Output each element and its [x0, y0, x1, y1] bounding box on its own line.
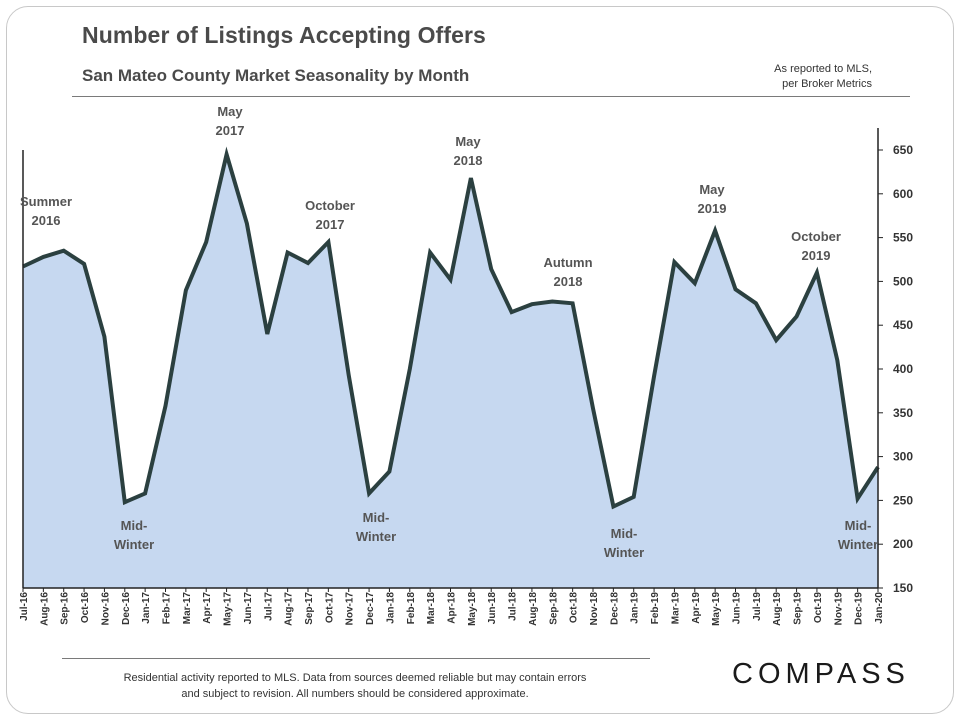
x-tick-label: Jul-16 — [19, 592, 30, 621]
compass-logo: COMPASS — [732, 658, 910, 690]
x-tick-label: Sep-17 — [304, 592, 315, 625]
annotation-label: October — [305, 198, 355, 213]
x-tick-label: Jul-18 — [508, 592, 519, 621]
x-tick-label: Oct-16 — [80, 592, 91, 624]
header-divider — [72, 96, 910, 97]
annotation-label: Mid- — [121, 518, 148, 533]
x-tick-label: Jan-19 — [630, 592, 641, 624]
x-tick-label: May-19 — [711, 592, 722, 626]
y-tick-label: 400 — [893, 362, 913, 376]
annotation-label: Mid- — [845, 518, 872, 533]
annotation-label: Mid- — [611, 526, 638, 541]
annotation-label: 2017 — [216, 123, 245, 138]
y-tick-label: 550 — [893, 231, 913, 245]
x-tick-label: Jan-20 — [874, 592, 885, 624]
x-tick-label: Jun-18 — [487, 592, 498, 625]
y-tick-label: 300 — [893, 450, 913, 464]
x-tick-label: Aug-17 — [284, 592, 295, 626]
x-tick-label: Sep-19 — [793, 592, 804, 625]
annotation-label: Winter — [604, 545, 644, 560]
source-line-1: As reported to MLS, — [774, 63, 872, 75]
x-tick-label: Nov-18 — [589, 592, 600, 626]
footer-divider — [62, 658, 650, 659]
y-tick-label: 600 — [893, 187, 913, 201]
x-tick-label: Oct-17 — [324, 592, 335, 624]
x-tick-label: Nov-17 — [345, 592, 356, 626]
annotation-label: 2018 — [454, 153, 483, 168]
series-line — [22, 146, 880, 510]
y-tick-label: 200 — [893, 537, 913, 551]
y-tick-label: 650 — [893, 143, 913, 157]
annotation-label: Mid- — [363, 510, 390, 525]
annotation-label: Winter — [114, 537, 154, 552]
area-fill — [23, 154, 878, 588]
x-tick-label: Feb-18 — [406, 592, 417, 625]
x-tick-label: Nov-19 — [833, 592, 844, 626]
x-tick-label: Dec-18 — [609, 592, 620, 625]
annotation-label: May — [699, 182, 725, 197]
y-tick-label: 450 — [893, 318, 913, 332]
x-tick-label: Apr-19 — [691, 592, 702, 624]
annotation-label: 2016 — [32, 213, 61, 228]
annotation-label: 2017 — [316, 217, 345, 232]
annotation-label: Winter — [356, 529, 396, 544]
x-tick-label: Mar-18 — [426, 592, 437, 625]
x-tick-label: Sep-18 — [548, 592, 559, 625]
x-tick-label: Aug-16 — [39, 592, 50, 626]
x-tick-label: Sep-16 — [60, 592, 71, 625]
x-tick-label: May-17 — [223, 592, 234, 626]
chart-subtitle: San Mateo County Market Seasonality by M… — [82, 66, 470, 85]
annotation-label: Winter — [838, 537, 878, 552]
annotation-label: 2019 — [802, 248, 831, 263]
chart-title: Number of Listings Accepting Offers — [82, 22, 486, 48]
footnote-line-2: and subject to revision. All numbers sho… — [181, 688, 529, 700]
x-tick-label: Jun-17 — [243, 592, 254, 625]
annotation-label: May — [217, 104, 243, 119]
source-note: As reported to MLS, per Broker Metrics — [672, 62, 872, 92]
y-tick-label: 250 — [893, 493, 913, 507]
footnote: Residential activity reported to MLS. Da… — [60, 670, 650, 702]
x-tick-label: Aug-18 — [528, 592, 539, 626]
x-tick-label: Nov-16 — [100, 592, 111, 626]
x-tick-label: Aug-19 — [772, 592, 783, 626]
x-tick-label: Dec-19 — [854, 592, 865, 625]
annotation-label: Summer — [20, 194, 72, 209]
x-tick-label: May-18 — [467, 592, 478, 626]
x-tick-label: Mar-17 — [182, 592, 193, 625]
x-tick-label: Jan-18 — [385, 592, 396, 624]
footnote-line-1: Residential activity reported to MLS. Da… — [123, 672, 587, 684]
x-tick-label: Jul-17 — [263, 592, 274, 621]
y-tick-label: 150 — [893, 581, 913, 595]
x-tick-label: Dec-16 — [121, 592, 132, 625]
y-tick-label: 350 — [893, 406, 913, 420]
x-tick-label: Dec-17 — [365, 592, 376, 625]
x-tick-label: Jun-19 — [732, 592, 743, 625]
x-tick-label: Oct-18 — [569, 592, 580, 624]
x-tick-label: Apr-17 — [202, 592, 213, 624]
annotation-label: May — [455, 134, 481, 149]
x-tick-label: Feb-17 — [162, 592, 173, 625]
x-tick-label: Oct-19 — [813, 592, 824, 624]
x-tick-label: Apr-18 — [447, 592, 458, 624]
x-tick-label: Jul-19 — [752, 592, 763, 621]
annotation-label: 2019 — [698, 201, 727, 216]
x-tick-label: Feb-19 — [650, 592, 661, 625]
annotation-label: Autumn — [543, 255, 592, 270]
annotation-label: 2018 — [554, 274, 583, 289]
x-tick-label: Jan-17 — [141, 592, 152, 624]
source-line-2: per Broker Metrics — [782, 78, 872, 90]
annotation-label: October — [791, 229, 841, 244]
x-tick-label: Mar-19 — [670, 592, 681, 625]
y-tick-label: 500 — [893, 274, 913, 288]
